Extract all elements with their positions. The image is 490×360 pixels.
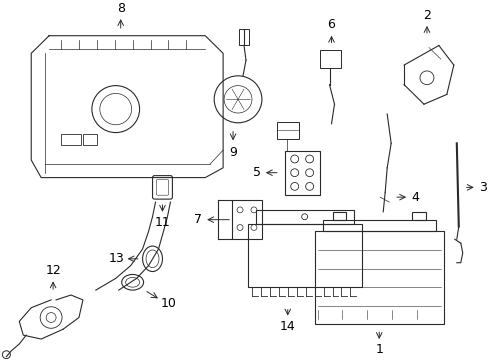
- Bar: [322, 220, 436, 231]
- Bar: [285, 151, 319, 195]
- Text: 12: 12: [45, 264, 61, 277]
- Text: 3: 3: [479, 181, 487, 194]
- Bar: [61, 134, 81, 145]
- Bar: [239, 29, 249, 45]
- Text: 10: 10: [161, 297, 176, 310]
- Text: 11: 11: [155, 216, 171, 229]
- Text: 8: 8: [117, 2, 125, 15]
- Bar: [412, 212, 426, 220]
- Text: 4: 4: [411, 191, 419, 204]
- Text: 1: 1: [375, 343, 383, 356]
- Bar: [232, 200, 262, 239]
- Bar: [277, 122, 299, 139]
- Text: 13: 13: [109, 252, 124, 265]
- Bar: [333, 212, 346, 220]
- Bar: [315, 231, 444, 324]
- Text: 9: 9: [229, 146, 237, 159]
- Bar: [248, 224, 362, 287]
- Text: 14: 14: [280, 320, 295, 333]
- Text: 5: 5: [253, 166, 261, 179]
- Text: 2: 2: [423, 9, 431, 22]
- Bar: [83, 134, 97, 145]
- Bar: [319, 50, 342, 68]
- Text: 6: 6: [328, 18, 336, 31]
- Text: 7: 7: [194, 213, 202, 226]
- Bar: [256, 210, 354, 224]
